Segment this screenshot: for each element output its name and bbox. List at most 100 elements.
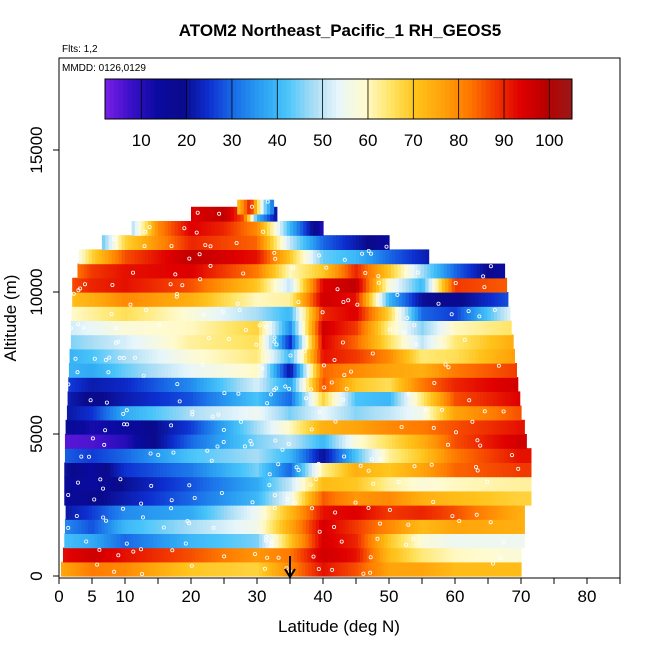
heatmap-cell (256, 448, 261, 463)
heatmap-cell (150, 377, 155, 392)
heatmap-cell (133, 476, 138, 492)
heatmap-cell (306, 292, 311, 307)
heatmap-cell (365, 419, 370, 435)
heatmap-cell (156, 263, 161, 279)
heatmap-cell (270, 277, 275, 293)
heatmap-cell (200, 434, 205, 449)
heatmap-cell (70, 462, 75, 478)
heatmap-cell (264, 348, 269, 364)
observation-point (317, 529, 322, 534)
heatmap-cell (275, 476, 280, 492)
heatmap-cell (255, 405, 259, 421)
heatmap-cell (206, 476, 211, 492)
observation-point (269, 539, 274, 544)
heatmap-cell (298, 490, 303, 506)
heatmap-cell (424, 519, 429, 534)
heatmap-cell (296, 235, 301, 250)
heatmap-cell (437, 476, 442, 492)
heatmap-cell (204, 249, 209, 265)
heatmap-cell (487, 434, 492, 449)
heatmap-cell (516, 561, 521, 577)
heatmap-cell (309, 419, 314, 435)
heatmap-cell (86, 348, 90, 364)
heatmap-cell (506, 561, 511, 577)
heatmap-cell (74, 320, 79, 336)
heatmap-cell (66, 547, 71, 563)
heatmap-cell (324, 476, 329, 492)
heatmap-cell (364, 320, 369, 336)
heatmap-cell (414, 476, 418, 492)
heatmap-cell (159, 391, 164, 407)
heatmap-cell (398, 448, 403, 463)
heatmap-cell (514, 363, 517, 378)
colorbar-segment (204, 79, 210, 119)
heatmap-cell (445, 277, 449, 293)
heatmap-cell (242, 476, 247, 492)
heatmap-cell (480, 462, 484, 478)
heatmap-cell (66, 405, 71, 421)
heatmap-cell (288, 476, 293, 492)
heatmap-cell (95, 363, 100, 378)
observation-point (396, 480, 401, 485)
heatmap-cell (184, 249, 189, 265)
heatmap-cell (253, 519, 257, 534)
heatmap-cell (438, 419, 443, 435)
heatmap-cell (517, 419, 522, 435)
colorbar-segment (145, 79, 151, 119)
heatmap-cell (169, 263, 174, 279)
heatmap-cell (384, 533, 389, 549)
heatmap-cell (107, 519, 112, 534)
heatmap-cell (118, 235, 123, 250)
heatmap-cell (117, 391, 121, 407)
heatmap-cell (274, 405, 279, 421)
heatmap-cell (371, 320, 376, 336)
heatmap-cell (101, 419, 106, 435)
heatmap-cell (374, 391, 379, 407)
heatmap-cell (519, 405, 522, 421)
heatmap-cell (276, 505, 281, 520)
heatmap-cell (375, 292, 380, 307)
heatmap-cell (212, 476, 217, 492)
heatmap-cell (72, 363, 77, 378)
heatmap-cell (319, 292, 324, 307)
heatmap-cell (274, 547, 279, 563)
heatmap-cell (113, 561, 118, 577)
heatmap-cell (279, 377, 284, 392)
heatmap-cell (453, 320, 458, 336)
heatmap-cell (121, 419, 126, 435)
heatmap-cell (467, 448, 472, 463)
observation-point (477, 314, 482, 319)
heatmap-cell (299, 249, 304, 265)
heatmap-cell (360, 405, 365, 421)
heatmap-cell (194, 235, 199, 250)
heatmap-cell (259, 306, 264, 321)
colorbar-segment (222, 79, 228, 119)
heatmap-cell (390, 561, 395, 577)
heatmap-cell (414, 263, 418, 279)
heatmap-cell (523, 519, 525, 534)
heatmap-cell (150, 334, 154, 350)
heatmap-cell (187, 377, 191, 392)
heatmap-cell (289, 377, 294, 392)
heatmap-cell (349, 235, 354, 250)
heatmap-cell (460, 476, 465, 492)
observation-point (366, 248, 371, 253)
heatmap-cell (97, 263, 102, 279)
heatmap-cell (501, 292, 506, 307)
observation-point (110, 282, 115, 287)
heatmap-cell (110, 462, 115, 478)
heatmap-cell (436, 405, 441, 421)
heatmap-cell (321, 490, 326, 506)
heatmap-cell (493, 391, 498, 407)
heatmap-cell (510, 519, 515, 534)
heatmap-cell (451, 292, 456, 307)
heatmap-cell (143, 462, 148, 478)
heatmap-cell (408, 419, 413, 435)
heatmap-cell (293, 547, 298, 563)
heatmap-cell (194, 505, 199, 520)
heatmap-cell (148, 419, 152, 435)
heatmap-cell (94, 306, 99, 321)
heatmap-cell (100, 476, 105, 492)
heatmap-cell (143, 391, 148, 407)
heatmap-cell (338, 306, 343, 321)
